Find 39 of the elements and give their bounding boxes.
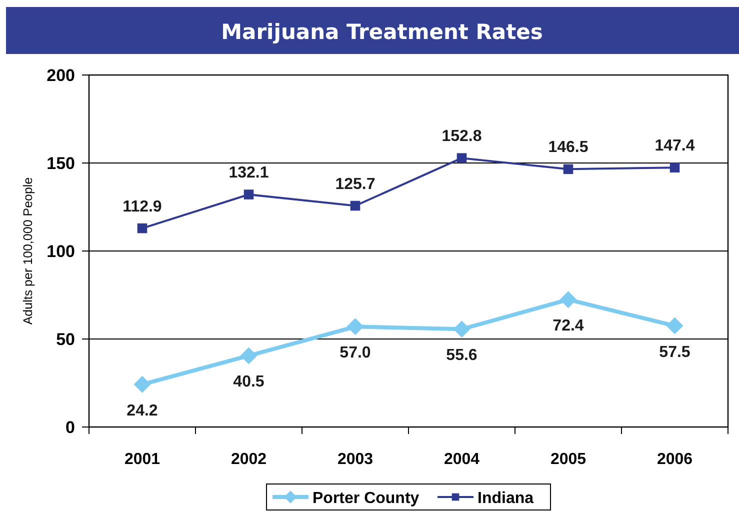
y-tick-label: 150 [46, 154, 75, 173]
y-tick-label: 200 [46, 66, 75, 85]
data-label: 72.4 [552, 318, 584, 335]
legend-label: Indiana [478, 490, 534, 507]
y-tick-label: 50 [56, 330, 75, 349]
y-tick-label: 100 [46, 242, 75, 261]
point [137, 223, 148, 234]
y-axis-title: Adults per 100,000 People [21, 177, 35, 325]
data-label: 55.6 [446, 347, 478, 364]
chart-title: Marijuana Treatment Rates [221, 20, 543, 44]
x-tick-label: 2004 [444, 451, 480, 468]
x-tick-label: 2005 [550, 451, 586, 468]
data-label: 57.5 [659, 344, 690, 361]
point [240, 347, 258, 364]
x-tick-label: 2003 [337, 451, 374, 468]
data-label: 132.1 [228, 164, 269, 182]
data-label: 146.5 [548, 139, 588, 156]
point [456, 153, 467, 163]
point [563, 164, 574, 174]
data-label: 40.5 [233, 374, 264, 391]
x-tick-label: 2002 [230, 451, 267, 468]
point [346, 318, 364, 336]
x-tick-label: 2006 [656, 451, 693, 468]
data-label: 147.4 [654, 138, 695, 155]
point [670, 162, 680, 172]
x-tick-label: 2001 [124, 451, 160, 468]
point [666, 317, 684, 334]
data-label: 152.8 [442, 128, 482, 146]
data-label: 57.0 [340, 344, 371, 362]
y-tick-label: 0 [66, 418, 75, 437]
point [350, 200, 360, 211]
point [453, 320, 470, 338]
data-label: 24.2 [126, 402, 158, 420]
point [244, 190, 254, 200]
point [134, 376, 151, 393]
data-label: 125.7 [335, 176, 376, 193]
data-label: 112.9 [122, 198, 162, 216]
point [560, 291, 577, 308]
legend-label: Porter County [312, 490, 420, 507]
